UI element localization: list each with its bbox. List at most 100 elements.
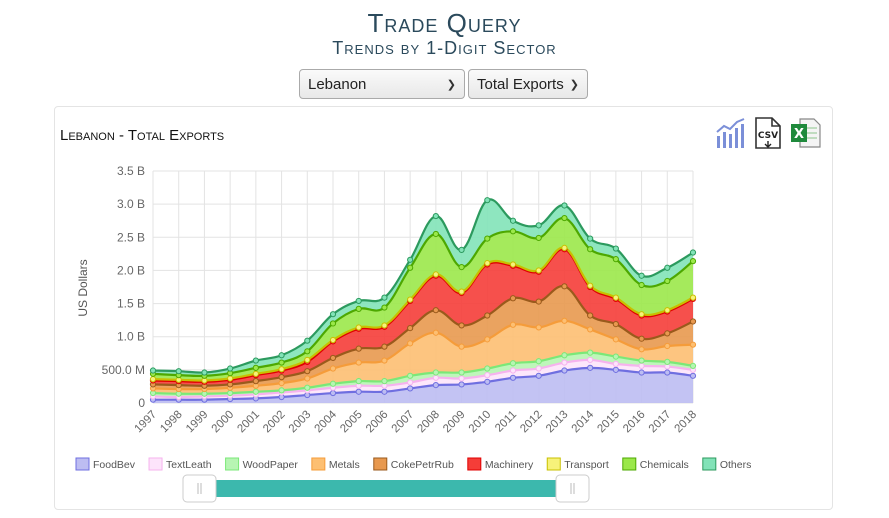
- data-point[interactable]: [689, 372, 697, 379]
- data-point[interactable]: [509, 367, 517, 374]
- data-point[interactable]: [329, 354, 337, 362]
- data-point[interactable]: [432, 271, 439, 278]
- data-point[interactable]: [458, 288, 465, 295]
- data-point[interactable]: [355, 359, 362, 366]
- data-point[interactable]: [227, 389, 234, 397]
- data-point[interactable]: [535, 267, 542, 274]
- data-point[interactable]: [638, 346, 645, 353]
- data-point[interactable]: [304, 337, 311, 344]
- data-point[interactable]: [458, 264, 465, 271]
- data-point[interactable]: [407, 256, 414, 263]
- legend-item-woodpaper[interactable]: WoodPaper: [225, 457, 299, 471]
- data-point[interactable]: [355, 345, 362, 352]
- area-machinery[interactable]: [153, 248, 693, 386]
- data-point[interactable]: [175, 368, 182, 375]
- data-point[interactable]: [355, 388, 362, 395]
- data-point[interactable]: [432, 329, 439, 336]
- data-point[interactable]: [638, 369, 645, 376]
- data-point[interactable]: [509, 295, 517, 302]
- data-point[interactable]: [432, 230, 439, 238]
- data-point[interactable]: [458, 381, 465, 388]
- data-point[interactable]: [664, 307, 671, 314]
- data-point[interactable]: [381, 378, 388, 385]
- area-textleath[interactable]: [153, 359, 693, 400]
- data-point[interactable]: [484, 365, 491, 372]
- flow-select[interactable]: Total Exports ❯: [468, 69, 588, 99]
- data-point[interactable]: [689, 294, 697, 301]
- data-point[interactable]: [304, 356, 311, 364]
- data-point[interactable]: [689, 341, 697, 348]
- data-point[interactable]: [664, 264, 671, 271]
- area-metals[interactable]: [153, 320, 693, 394]
- range-slider-track[interactable]: [198, 480, 572, 497]
- data-point[interactable]: [278, 359, 285, 366]
- data-point[interactable]: [355, 297, 362, 305]
- data-point[interactable]: [509, 360, 517, 367]
- data-point[interactable]: [587, 312, 594, 319]
- data-point[interactable]: [587, 364, 594, 371]
- data-point[interactable]: [227, 365, 234, 372]
- data-point[interactable]: [355, 324, 362, 331]
- data-point[interactable]: [664, 330, 671, 337]
- legend-item-machinery[interactable]: Machinery: [467, 457, 534, 471]
- data-point[interactable]: [587, 326, 594, 333]
- data-point[interactable]: [612, 245, 619, 252]
- data-point[interactable]: [612, 353, 619, 360]
- data-point[interactable]: [535, 298, 542, 305]
- data-point[interactable]: [561, 214, 568, 222]
- data-point[interactable]: [432, 374, 439, 381]
- legend-item-chemicals[interactable]: Chemicals: [622, 457, 689, 471]
- data-point[interactable]: [638, 357, 645, 364]
- data-point[interactable]: [278, 366, 285, 373]
- data-point[interactable]: [278, 380, 285, 387]
- data-point[interactable]: [329, 365, 337, 372]
- data-point[interactable]: [612, 294, 619, 301]
- data-point[interactable]: [304, 368, 311, 375]
- data-point[interactable]: [638, 281, 645, 289]
- data-point[interactable]: [278, 352, 285, 359]
- data-point[interactable]: [252, 378, 259, 385]
- data-point[interactable]: [484, 235, 491, 242]
- data-point[interactable]: [329, 389, 337, 397]
- data-point[interactable]: [638, 335, 645, 342]
- data-point[interactable]: [638, 272, 645, 279]
- data-point[interactable]: [432, 307, 439, 314]
- data-point[interactable]: [252, 370, 259, 377]
- data-point[interactable]: [561, 317, 568, 324]
- data-point[interactable]: [407, 379, 414, 386]
- data-point[interactable]: [561, 202, 568, 209]
- data-point[interactable]: [432, 369, 439, 376]
- data-point[interactable]: [407, 264, 414, 271]
- range-slider-left-handle[interactable]: [182, 474, 217, 503]
- data-point[interactable]: [458, 369, 465, 376]
- legend-item-transport[interactable]: Transport: [546, 457, 609, 471]
- data-point[interactable]: [432, 212, 439, 220]
- data-point[interactable]: [535, 358, 542, 365]
- data-point[interactable]: [484, 378, 491, 385]
- legend-item-foodbev[interactable]: FoodBev: [75, 457, 136, 471]
- data-point[interactable]: [227, 375, 234, 382]
- data-point[interactable]: [612, 360, 619, 367]
- data-point[interactable]: [458, 375, 465, 382]
- data-point[interactable]: [689, 362, 697, 369]
- range-slider-right-handle[interactable]: [555, 474, 590, 503]
- data-point[interactable]: [535, 222, 542, 229]
- data-point[interactable]: [587, 356, 594, 364]
- data-point[interactable]: [587, 235, 594, 242]
- data-point[interactable]: [381, 322, 388, 329]
- data-point[interactable]: [561, 352, 568, 359]
- data-point[interactable]: [407, 385, 414, 392]
- data-point[interactable]: [252, 357, 259, 364]
- data-point[interactable]: [329, 320, 337, 327]
- data-point[interactable]: [612, 336, 619, 343]
- legend-item-cokepetrrub[interactable]: CokePetrRub: [373, 457, 454, 471]
- data-point[interactable]: [612, 256, 619, 263]
- data-point[interactable]: [458, 246, 465, 253]
- data-point[interactable]: [149, 376, 157, 383]
- area-cokepetrrub[interactable]: [153, 286, 693, 390]
- data-point[interactable]: [329, 380, 337, 387]
- data-point[interactable]: [587, 349, 594, 356]
- data-point[interactable]: [509, 321, 517, 328]
- country-select[interactable]: Lebanon ❯: [299, 69, 465, 99]
- data-point[interactable]: [509, 374, 517, 381]
